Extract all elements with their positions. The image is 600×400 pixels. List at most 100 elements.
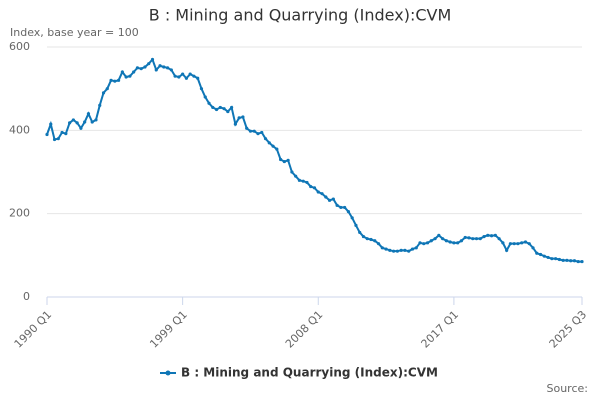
- data-point: [150, 57, 155, 62]
- data-point: [542, 254, 546, 258]
- data-point: [440, 237, 445, 241]
- data-point: [437, 233, 441, 237]
- data-point: [196, 76, 200, 80]
- data-point: [52, 137, 57, 142]
- data-point: [278, 157, 283, 162]
- data-point: [86, 112, 91, 116]
- data-point: [361, 234, 366, 239]
- data-point: [271, 144, 275, 148]
- data-point: [576, 259, 580, 264]
- data-point: [120, 70, 124, 74]
- data-point: [520, 241, 524, 245]
- data-point: [376, 242, 381, 246]
- x-tick-label: 1999 Q1: [147, 308, 190, 351]
- data-point: [444, 239, 448, 243]
- data-point: [90, 120, 94, 124]
- data-point: [275, 147, 279, 151]
- legend-marker: [165, 370, 171, 376]
- data-point: [459, 239, 464, 243]
- data-point: [147, 62, 151, 66]
- data-point: [331, 197, 335, 201]
- data-point: [572, 259, 577, 263]
- chart-title: B : Mining and Quarrying (Index):CVM: [149, 6, 452, 25]
- x-tick-label: 2017 Q1: [419, 308, 462, 351]
- data-point: [143, 65, 147, 69]
- data-point: [181, 72, 185, 76]
- data-point: [380, 246, 384, 250]
- data-point: [471, 237, 475, 241]
- data-point: [290, 170, 294, 174]
- data-point: [418, 241, 422, 245]
- data-point: [267, 141, 271, 145]
- data-point: [516, 242, 520, 246]
- data-point: [561, 258, 565, 262]
- data-point: [414, 246, 418, 250]
- data-point: [263, 137, 268, 141]
- data-point: [135, 66, 140, 70]
- data-point: [105, 87, 109, 91]
- data-point: [83, 120, 87, 124]
- data-point: [369, 237, 373, 242]
- data-point: [557, 257, 561, 262]
- data-point: [207, 101, 211, 105]
- data-point: [505, 248, 509, 252]
- data-point: [245, 126, 249, 130]
- data-point: [388, 248, 392, 252]
- series-line: [46, 57, 582, 263]
- data-point: [214, 107, 219, 112]
- data-point: [448, 240, 452, 244]
- data-point: [569, 259, 573, 263]
- data-point: [188, 72, 192, 76]
- data-point: [467, 236, 471, 240]
- data-point: [128, 74, 132, 78]
- data-point: [410, 247, 415, 251]
- data-point: [478, 237, 482, 241]
- data-point: [312, 186, 317, 190]
- data-point: [429, 239, 433, 243]
- source: Source:: [547, 382, 589, 395]
- y-tick-label: 600: [9, 40, 30, 53]
- data-point: [252, 129, 256, 133]
- data-point: [512, 242, 516, 246]
- data-point: [305, 180, 309, 185]
- data-point: [508, 242, 513, 246]
- data-point: [98, 103, 102, 107]
- data-point: [94, 118, 98, 122]
- data-point: [116, 78, 121, 82]
- y-tick-label: 0: [23, 290, 30, 303]
- x-tick-label: 1990 Q1: [12, 308, 55, 351]
- data-point: [407, 249, 411, 253]
- data-point: [433, 237, 437, 241]
- data-point: [45, 132, 49, 137]
- data-point: [497, 237, 501, 241]
- data-point: [68, 121, 72, 125]
- x-tick-label: 2008 Q1: [283, 308, 326, 351]
- data-point: [286, 158, 290, 162]
- data-point: [403, 248, 407, 252]
- data-point: [493, 233, 497, 237]
- data-point: [346, 209, 351, 214]
- data-point: [169, 68, 173, 72]
- data-point: [320, 192, 324, 196]
- data-point: [75, 121, 79, 125]
- data-point: [49, 122, 53, 126]
- data-point: [173, 74, 177, 78]
- data-point: [456, 241, 460, 245]
- data-point: [162, 65, 166, 69]
- data-point: [395, 249, 399, 253]
- data-point: [222, 107, 226, 111]
- data-point: [101, 91, 106, 95]
- data-point: [301, 179, 305, 183]
- data-point: [343, 205, 347, 210]
- data-point: [392, 249, 396, 253]
- data-point: [550, 257, 554, 261]
- y-axis-label: Index, base year = 100: [10, 26, 139, 39]
- data-point: [463, 235, 467, 240]
- data-point: [184, 76, 189, 80]
- data-point: [546, 255, 550, 260]
- data-point: [241, 115, 245, 119]
- data-point: [132, 70, 136, 74]
- data-point: [523, 240, 528, 244]
- data-point: [165, 66, 170, 70]
- data-point: [324, 195, 328, 199]
